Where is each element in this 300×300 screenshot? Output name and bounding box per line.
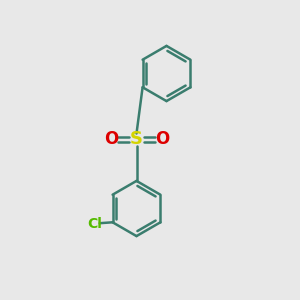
Text: O: O [104, 130, 118, 148]
Text: Cl: Cl [87, 217, 102, 231]
Text: O: O [155, 130, 169, 148]
Text: S: S [130, 130, 143, 148]
